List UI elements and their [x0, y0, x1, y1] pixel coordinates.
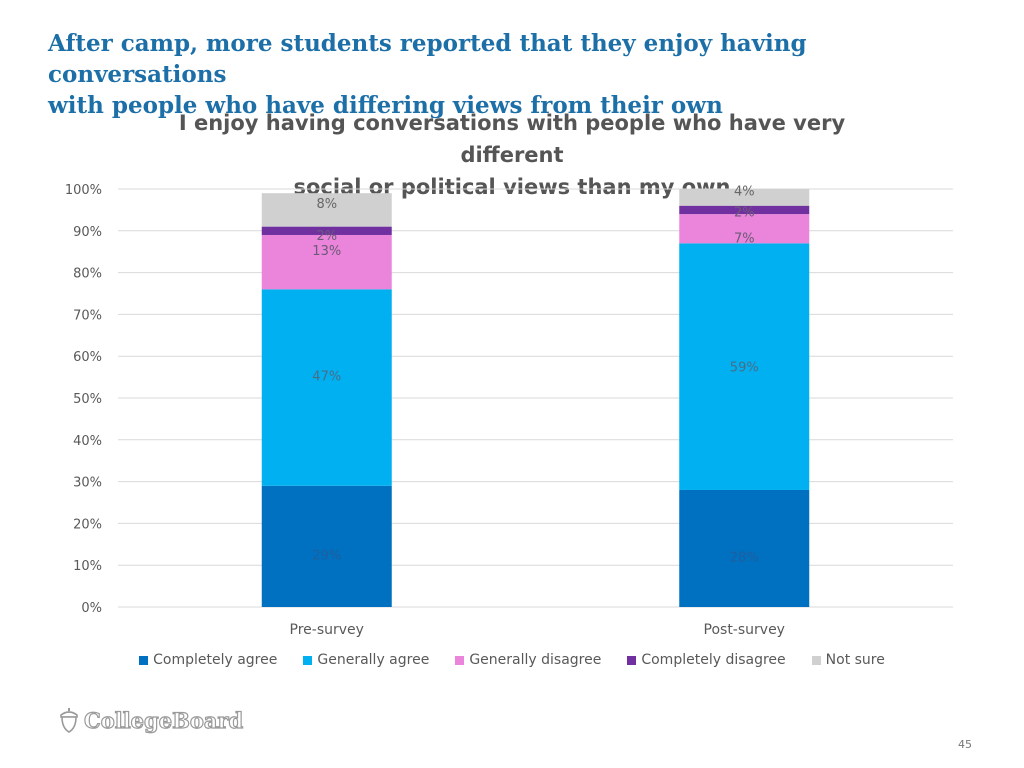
x-category-label: Pre-survey	[290, 622, 364, 638]
legend-item: Generally agree	[303, 652, 429, 668]
legend-label: Completely agree	[153, 652, 278, 668]
bar-segment	[261, 226, 392, 235]
data-label: 4%	[734, 185, 755, 200]
chart-title: I enjoy having conversations with people…	[150, 107, 874, 203]
y-tick-label: 90%	[73, 225, 102, 240]
legend-swatch	[627, 655, 637, 665]
bar-segment	[261, 289, 392, 486]
collegeboard-logo: CollegeBoard	[58, 706, 244, 734]
y-tick-label: 80%	[73, 267, 102, 282]
y-tick-label: 50%	[73, 392, 102, 407]
bar-segment	[261, 193, 392, 227]
y-tick-label: 30%	[73, 476, 102, 491]
data-label: 2%	[734, 206, 755, 221]
data-label: 47%	[312, 370, 341, 385]
bar-segment	[679, 214, 810, 244]
y-tick-label: 100%	[65, 183, 102, 198]
legend-swatch	[455, 655, 465, 665]
data-label: 59%	[730, 361, 759, 376]
legend-label: Generally agree	[317, 652, 430, 668]
headline-line-1: After camp, more students reported that …	[48, 30, 807, 88]
bar-segment	[679, 489, 810, 607]
bar-segment	[679, 205, 810, 215]
slide-headline: After camp, more students reported that …	[48, 28, 988, 121]
y-tick-label: 20%	[73, 517, 102, 532]
legend-item: Completely disagree	[627, 652, 786, 668]
y-tick-label: 0%	[81, 601, 102, 616]
legend-item: Not sure	[811, 652, 885, 668]
chart-title-line-1: I enjoy having conversations with people…	[178, 111, 846, 167]
legend-swatch	[811, 655, 821, 665]
legend-label: Generally disagree	[469, 652, 602, 668]
data-label: 8%	[316, 197, 337, 212]
y-tick-label: 60%	[73, 350, 102, 365]
bar-segment	[679, 189, 810, 206]
legend-label: Not sure	[825, 652, 885, 668]
data-label: 7%	[734, 231, 755, 246]
y-tick-label: 40%	[73, 434, 102, 449]
chart-legend: Completely agree Generally agree Generally…	[0, 652, 1024, 668]
legend-item: Completely agree	[139, 652, 277, 668]
acorn-icon	[60, 708, 78, 733]
headline-line-2: with people who have differing views fro…	[48, 92, 723, 119]
bar-segment	[679, 243, 810, 490]
legend-swatch	[139, 655, 149, 665]
logo-text: CollegeBoard	[83, 707, 244, 733]
legend-label: Completely disagree	[641, 652, 786, 668]
bar-segment	[261, 234, 392, 290]
x-category-label: Post-survey	[704, 622, 785, 638]
y-tick-label: 10%	[73, 559, 102, 574]
legend-swatch	[303, 655, 313, 665]
page-number: 45	[958, 738, 972, 751]
bar-segment	[261, 485, 392, 607]
data-label: 29%	[312, 548, 341, 563]
data-label: 2%	[316, 229, 337, 244]
data-label: 13%	[312, 244, 341, 259]
legend-item: Generally disagree	[455, 652, 601, 668]
data-label: 28%	[730, 550, 759, 565]
y-tick-label: 70%	[73, 308, 102, 323]
